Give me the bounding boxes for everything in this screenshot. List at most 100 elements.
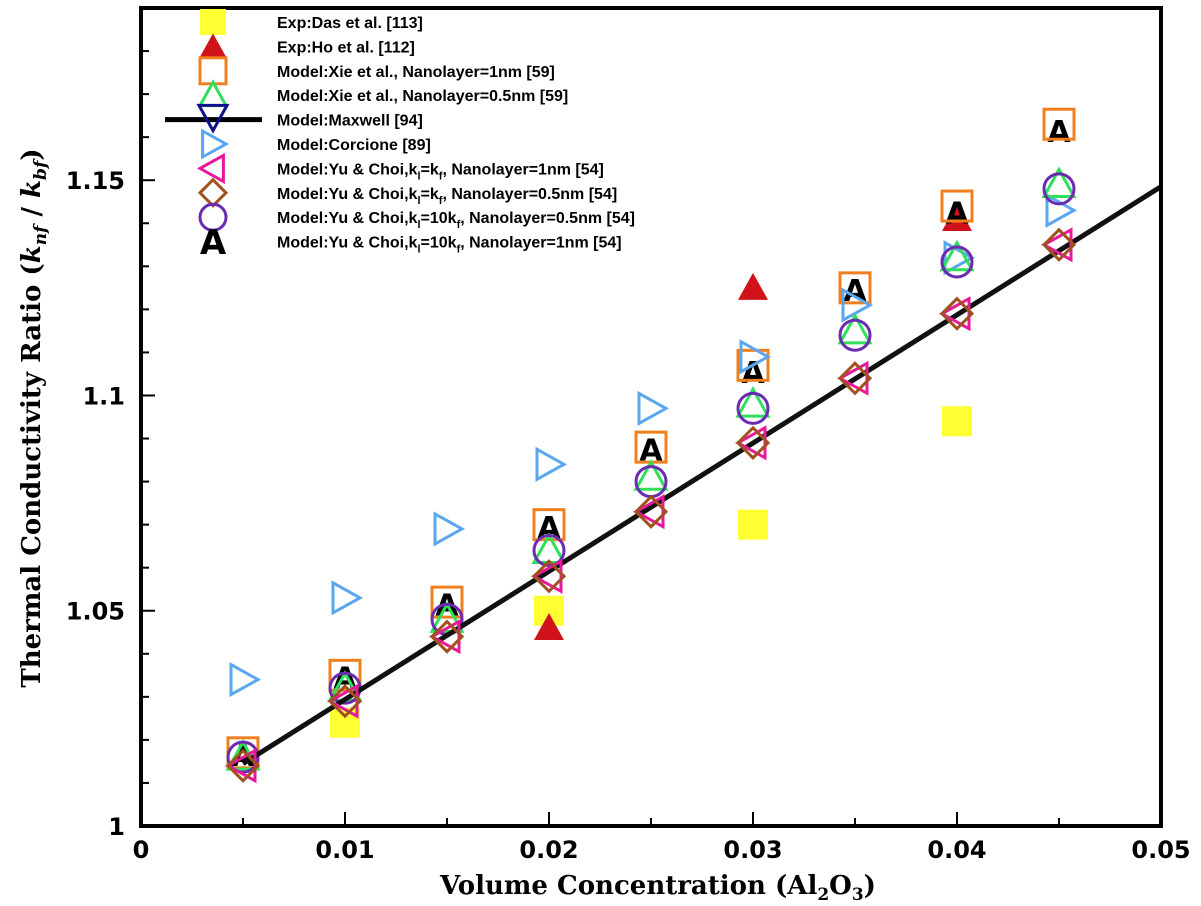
data-point: [940, 245, 974, 279]
legend-label: Model:Yu & Choi,kl=kf, Nanolayer=1nm [54…: [277, 161, 604, 182]
y-tick-label: 1.1: [82, 382, 125, 410]
legend-marker: A: [200, 223, 227, 263]
data-point: [938, 296, 971, 332]
data-point: [430, 585, 464, 619]
data-point: [942, 203, 972, 231]
legend-label: Model:Xie et al., Nanolayer=0.5nm [59]: [277, 88, 568, 105]
data-point: [837, 361, 873, 396]
legend: Exp:Das et al. [113] Exp:Ho et al. [112] M…: [165, 9, 635, 263]
data-point: [939, 296, 975, 331]
data-point: [838, 318, 872, 352]
y-tick-label: 1: [108, 813, 125, 841]
data-point: [738, 509, 768, 540]
data-point: [836, 360, 869, 396]
legend-marker: [197, 79, 229, 108]
data-point: [736, 348, 770, 382]
x-tick-label: 0: [133, 836, 150, 864]
data-point: [326, 683, 359, 719]
data-point: [226, 740, 260, 774]
legend-marker: [196, 103, 230, 134]
data-point: [940, 189, 974, 223]
legend-entry: Model:Xie et al., Nanolayer=0.5nm [59]: [197, 79, 568, 108]
legend-marker: [200, 33, 226, 57]
data-point: [532, 533, 566, 567]
legend-marker: [197, 177, 229, 208]
data-point: [531, 559, 567, 594]
x-tick-label: 0.05: [1131, 836, 1190, 864]
data-point: [837, 312, 873, 345]
data-point: [735, 385, 771, 418]
tick-labels: 0 0.01 0.02 0.03 0.04 0.05 1 1.05 1.1 1.15: [66, 167, 1191, 864]
x-tick-label: 0.04: [927, 836, 986, 864]
legend-label: Model:Yu & Choi,kl=10kf, Nanolayer=0.5nm…: [277, 210, 635, 231]
data-point: [331, 580, 364, 616]
data-point: [943, 240, 976, 276]
data-point: [841, 287, 874, 323]
data-point: [433, 511, 466, 547]
legend-marker: [196, 152, 225, 184]
data-point: [327, 684, 363, 719]
data-point: [1040, 227, 1073, 263]
data-point: [1041, 166, 1077, 199]
data-point: [739, 339, 772, 375]
data-point: [736, 391, 770, 425]
data-point: A: [1047, 115, 1071, 150]
maxwell-line: [241, 184, 1163, 766]
series-3: [225, 166, 1077, 771]
data-point: [330, 707, 360, 738]
data-point: [225, 748, 261, 783]
x-tick-label: 0.02: [519, 836, 578, 864]
legend-entry: Model:Xie et al., Nanolayer=1nm [59]: [198, 56, 555, 86]
data-point: [535, 446, 568, 482]
data-point: [534, 612, 564, 640]
data-point: [1042, 172, 1076, 206]
legend-marker: [198, 202, 228, 232]
legend-entry: Model:Corcione [89]: [201, 128, 431, 160]
legend-label: Model:Yu & Choi,kl=10kf, Nanolayer=1nm […: [277, 235, 622, 256]
data-point: [633, 494, 669, 529]
x-tick-label: 0.03: [723, 836, 782, 864]
legend-label: Exp:Das et al. [113]: [277, 15, 423, 32]
data-point: [942, 406, 972, 437]
legend-entry: Model:Yu & Choi,kl=kf, Nanolayer=1nm [54…: [196, 152, 604, 184]
plot-frame: [139, 6, 1163, 828]
x-tick-label: 0.01: [315, 836, 374, 864]
legend-entry: Exp:Ho et al. [112]: [200, 33, 415, 57]
y-tick-label: 1.15: [66, 167, 125, 195]
legend-marker: [200, 9, 226, 35]
data-point: [637, 390, 670, 426]
legend-entry: Model:Maxwell [94]: [165, 103, 423, 134]
legend-entry: A Model:Yu & Choi,kl=10kf, Nanolayer=1nm …: [200, 223, 622, 263]
data-point: [532, 508, 566, 542]
data-point: [632, 494, 665, 530]
data-point: [224, 748, 257, 784]
legend-label: Model:Xie et al., Nanolayer=1nm [59]: [277, 64, 555, 81]
series-0: [330, 406, 972, 738]
data-point: [429, 619, 465, 654]
data-point: [735, 425, 771, 460]
data-point: [530, 558, 563, 594]
legend-entry: Model:Yu & Choi,kl=kf, Nanolayer=0.5nm […: [197, 177, 617, 208]
x-axis-title: Volume Concentration (Al2O3): [439, 871, 876, 905]
data-point: [428, 619, 461, 655]
series-7: [225, 227, 1077, 783]
data-point: [225, 739, 261, 771]
series-1: [534, 203, 972, 640]
data-point: [1042, 107, 1076, 141]
legend-label: Model:Maxwell [94]: [277, 113, 423, 130]
legend-label: Model:Yu & Choi,kl=kf, Nanolayer=0.5nm […: [277, 186, 617, 207]
data-point: A: [945, 197, 969, 232]
legend-entry: Exp:Das et al. [113]: [200, 9, 423, 35]
data-point: [429, 601, 465, 633]
legend-label: Model:Corcione [89]: [277, 137, 431, 154]
data-point: [738, 272, 768, 300]
y-axis-title: Thermal Conductivity Ratio (knf / kbf): [17, 148, 51, 687]
series-6: [224, 227, 1073, 784]
data-point: [1041, 227, 1077, 262]
data-point: [838, 271, 872, 305]
data-point: [328, 658, 362, 692]
legend-marker: [201, 128, 230, 160]
data-point: [633, 459, 669, 491]
